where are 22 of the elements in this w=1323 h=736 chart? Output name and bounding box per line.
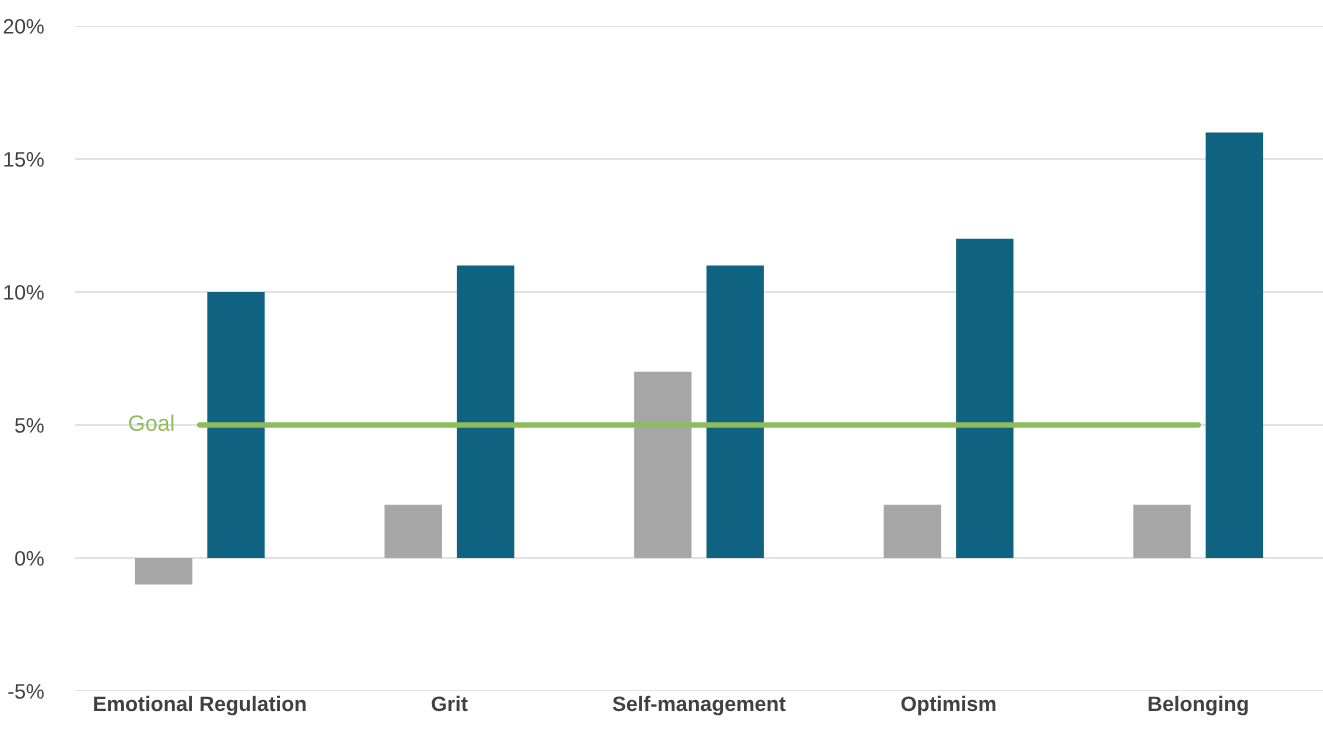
y-tick-label: 15% — [4, 152, 44, 167]
y-tick-label: 10% — [4, 285, 44, 300]
y-tick-label: -5% — [8, 684, 44, 699]
bar — [706, 265, 764, 558]
ref-line-label: Goal — [129, 414, 174, 431]
x-tick-label: Optimism — [901, 695, 996, 716]
x-tick-label: Belonging — [1148, 695, 1248, 716]
x-tick-label: Emotional Regulation — [94, 695, 306, 716]
y-tick-label: 5% — [15, 418, 44, 433]
x-tick-label: Self-management — [612, 695, 786, 716]
bar — [1133, 504, 1191, 558]
bar — [384, 504, 442, 558]
bar — [207, 292, 265, 558]
bar — [1205, 132, 1264, 558]
bar — [883, 504, 942, 558]
x-tick-label: Grit — [431, 695, 468, 712]
bar — [456, 265, 515, 558]
bar — [634, 371, 692, 558]
y-tick-label: 20% — [3, 19, 44, 34]
bar — [134, 558, 193, 585]
y-tick-label: 0% — [15, 551, 44, 566]
bar — [956, 238, 1014, 558]
